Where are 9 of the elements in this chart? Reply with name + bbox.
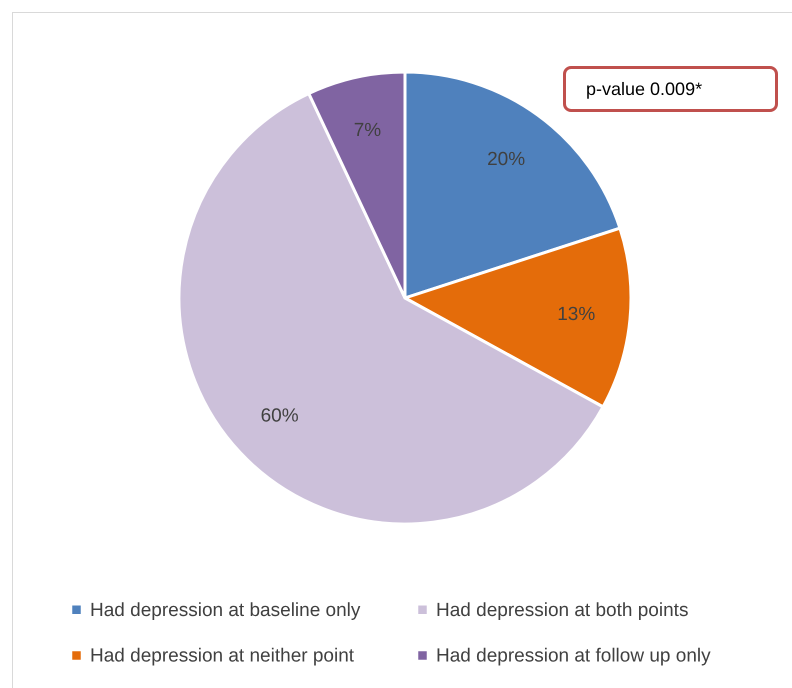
data-label: 7%	[354, 120, 382, 142]
data-label: 60%	[260, 406, 299, 427]
text: p-value 0.009*	[563, 66, 778, 112]
data-label: 13%	[557, 304, 596, 326]
data-label: 20%	[487, 148, 526, 170]
legend-label: Had depression at both points	[436, 600, 688, 621]
legend-label: Had depression at follow up only	[436, 646, 712, 666]
legend-label: Had depression at baseline only	[90, 600, 361, 621]
legend-label: Had depression at neither point	[90, 646, 355, 666]
